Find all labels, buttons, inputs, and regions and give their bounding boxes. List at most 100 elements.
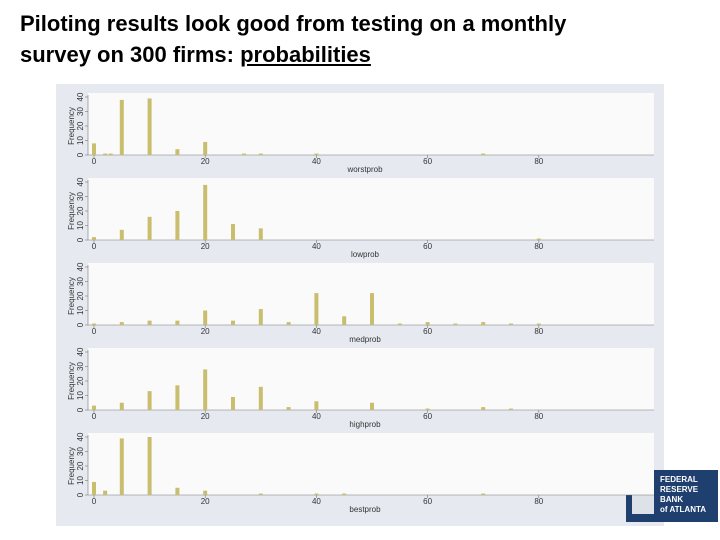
logo-text: of ATLANTA: [660, 505, 706, 514]
y-tick-label: 20: [76, 376, 85, 385]
x-tick-label: 0: [92, 242, 97, 251]
y-tick-label: 20: [76, 121, 85, 130]
bar: [119, 402, 124, 410]
bar: [147, 216, 152, 240]
x-tick-label: 80: [534, 327, 543, 336]
bar: [203, 141, 208, 155]
bar: [286, 407, 291, 410]
y-tick-label: 40: [76, 347, 85, 356]
bar: [242, 153, 247, 155]
x-tick-label: 60: [423, 242, 432, 251]
y-tick-label: 0: [76, 492, 85, 497]
x-axis-label: highprob: [349, 420, 381, 429]
bar: [147, 320, 152, 325]
x-tick-label: 20: [201, 412, 210, 421]
bar: [536, 323, 541, 325]
bar: [286, 322, 291, 325]
bar: [258, 309, 263, 325]
y-tick-label: 30: [76, 107, 85, 116]
bar: [397, 323, 402, 325]
bar: [231, 224, 235, 240]
bar: [481, 153, 486, 155]
y-tick-label: 10: [76, 136, 85, 145]
y-tick-label: 40: [76, 92, 85, 101]
histogram-panel: 0 10 20 30 40 0 20 40 60 80 Frequency medprob: [67, 262, 654, 344]
bar: [481, 407, 486, 410]
bar: [314, 293, 319, 325]
x-axis-label: medprob: [349, 335, 381, 344]
bar: [342, 316, 347, 325]
x-tick-label: 40: [312, 497, 321, 506]
histogram-panel: 0 10 20 30 40 0 20 40 60 80 Frequency lowprob: [67, 177, 654, 259]
x-tick-label: 60: [423, 157, 432, 166]
x-axis-label: worstprob: [346, 165, 383, 174]
bar: [481, 493, 486, 495]
bar: [231, 396, 235, 410]
bar: [119, 322, 124, 325]
y-axis-label: Frequency: [67, 277, 76, 315]
bar: [103, 153, 108, 155]
x-tick-label: 60: [423, 327, 432, 336]
x-tick-label: 60: [423, 412, 432, 421]
plot-area: [88, 433, 654, 495]
x-tick-label: 40: [312, 242, 321, 251]
bar: [509, 408, 513, 410]
plot-area: [88, 178, 654, 240]
bar: [175, 211, 180, 240]
bar: [342, 493, 347, 495]
y-tick-label: 0: [76, 407, 85, 412]
y-tick-label: 10: [76, 391, 85, 400]
bar: [175, 385, 180, 410]
bar: [147, 98, 152, 155]
x-tick-label: 40: [312, 327, 321, 336]
bar: [481, 322, 486, 325]
bar: [425, 322, 430, 325]
y-tick-label: 10: [76, 476, 85, 485]
x-tick-label: 80: [534, 412, 543, 421]
y-tick-label: 30: [76, 447, 85, 456]
histogram-panel: 0 10 20 30 40 0 20 40 60 80 Frequency highprob: [67, 347, 654, 429]
y-tick-label: 0: [76, 237, 85, 242]
x-tick-label: 0: [92, 327, 97, 336]
bar: [119, 99, 124, 155]
bar: [147, 437, 152, 495]
bar: [314, 493, 319, 495]
bar: [92, 237, 96, 240]
bar: [258, 153, 263, 155]
histogram-panel: 0 10 20 30 40 0 20 40 60 80 Frequency bestprob: [67, 432, 654, 514]
plot-area: [88, 348, 654, 410]
x-tick-label: 0: [92, 412, 97, 421]
x-tick-label: 80: [534, 497, 543, 506]
bar: [258, 493, 263, 495]
slide-title: Piloting results look good from testing …: [20, 8, 640, 70]
x-tick-label: 40: [312, 412, 321, 421]
logo-text: RESERVE: [660, 485, 699, 494]
bar: [203, 490, 208, 495]
x-tick-label: 20: [201, 327, 210, 336]
y-tick-label: 30: [76, 362, 85, 371]
bar: [314, 153, 319, 155]
bar: [509, 323, 513, 325]
x-tick-label: 60: [423, 497, 432, 506]
y-tick-label: 0: [76, 322, 85, 327]
bar: [108, 153, 113, 155]
bar: [203, 310, 208, 325]
y-tick-label: 40: [76, 262, 85, 271]
x-tick-label: 20: [201, 497, 210, 506]
bar: [92, 323, 96, 325]
bar: [370, 293, 374, 325]
logo-text: FEDERAL: [660, 475, 698, 484]
y-axis-label: Frequency: [67, 447, 76, 485]
y-tick-label: 0: [76, 152, 85, 157]
y-tick-label: 10: [76, 306, 85, 315]
x-axis-label: lowprob: [351, 250, 380, 259]
histogram-panel: 0 10 20 30 40 0 20 40 60 80 Frequency worstprob: [67, 92, 654, 174]
y-tick-label: 40: [76, 177, 85, 186]
bar: [175, 149, 180, 155]
bar: [258, 386, 263, 410]
x-tick-label: 20: [201, 157, 210, 166]
bar: [453, 323, 458, 325]
bar: [175, 320, 180, 325]
bar: [119, 229, 124, 240]
bar: [425, 408, 430, 410]
